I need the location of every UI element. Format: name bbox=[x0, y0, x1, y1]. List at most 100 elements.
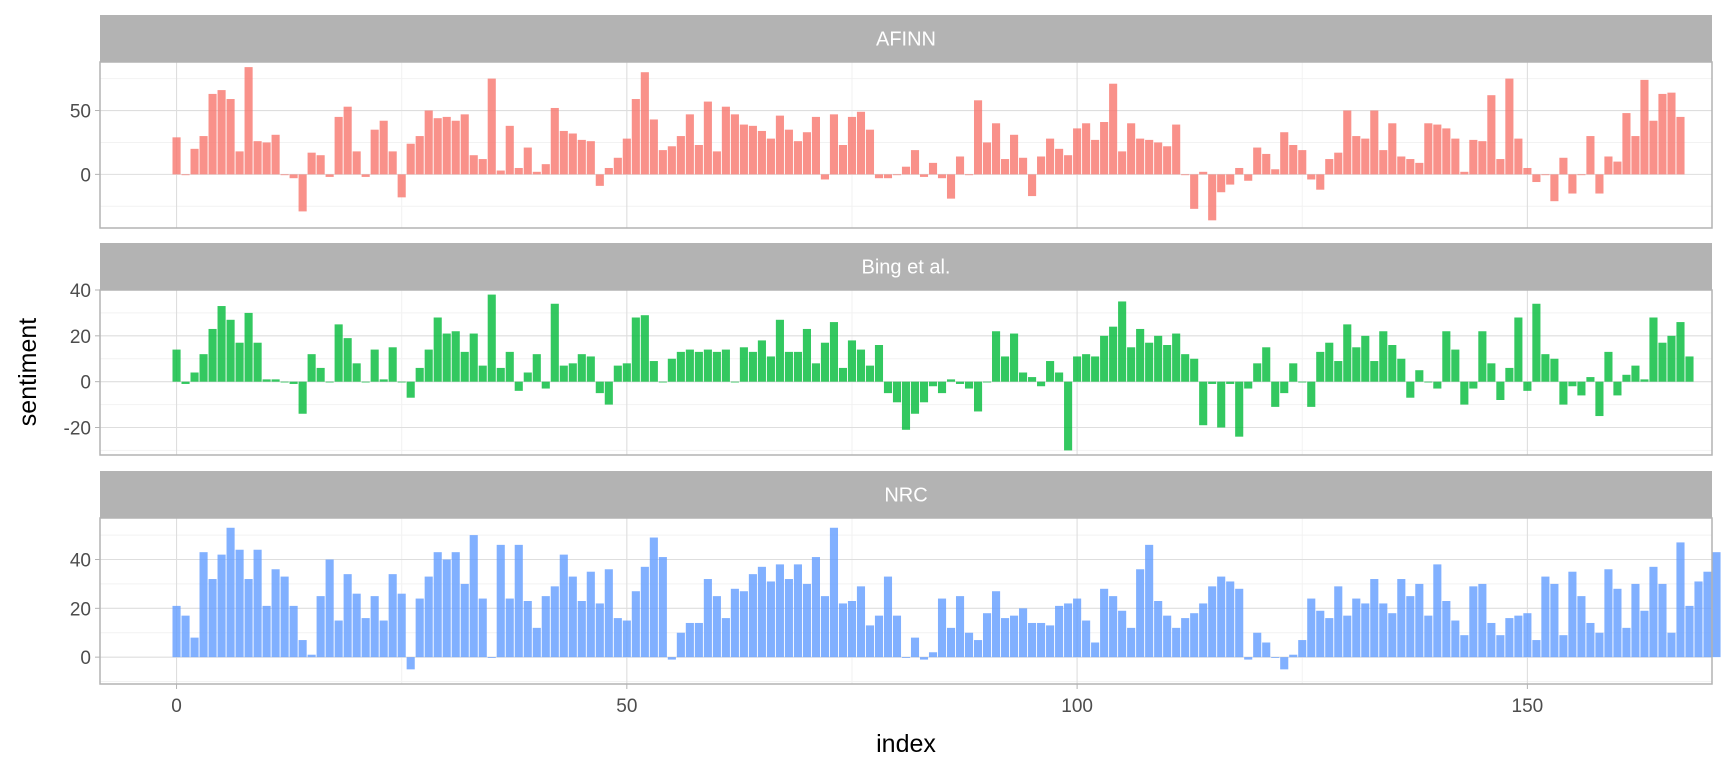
bar bbox=[1370, 579, 1379, 658]
bar bbox=[1397, 156, 1406, 175]
bar bbox=[712, 151, 721, 175]
bar bbox=[811, 116, 820, 175]
bar bbox=[748, 574, 757, 658]
bar bbox=[1496, 159, 1505, 175]
bar bbox=[208, 93, 217, 175]
bar bbox=[1550, 583, 1559, 658]
bar bbox=[784, 351, 793, 382]
bar bbox=[1415, 162, 1424, 175]
bar bbox=[703, 349, 712, 382]
bar bbox=[820, 596, 830, 658]
bar bbox=[442, 333, 451, 382]
bar bbox=[244, 312, 253, 382]
bar bbox=[946, 627, 956, 658]
bar bbox=[217, 306, 226, 382]
bar bbox=[829, 322, 839, 382]
bar bbox=[325, 559, 334, 658]
y-tick-label: 0 bbox=[80, 648, 91, 669]
bar bbox=[766, 356, 775, 382]
bar bbox=[1325, 618, 1334, 658]
bar bbox=[280, 174, 289, 176]
bar bbox=[865, 129, 875, 175]
bar bbox=[703, 579, 712, 658]
bar bbox=[1082, 354, 1091, 382]
bar bbox=[847, 340, 857, 382]
bar bbox=[964, 381, 974, 389]
bar bbox=[1091, 356, 1100, 382]
bar bbox=[1595, 632, 1604, 658]
bar bbox=[577, 601, 586, 658]
bar bbox=[451, 120, 460, 175]
bar bbox=[847, 116, 857, 175]
bar bbox=[910, 637, 920, 658]
bar bbox=[307, 654, 316, 658]
bar bbox=[1703, 571, 1712, 658]
bar bbox=[298, 174, 307, 212]
bar bbox=[874, 345, 884, 382]
bar bbox=[262, 379, 271, 382]
bar bbox=[1568, 381, 1577, 387]
bar bbox=[1073, 128, 1082, 175]
bar bbox=[1190, 174, 1199, 209]
bar bbox=[1361, 138, 1370, 175]
bar bbox=[343, 338, 352, 382]
bar bbox=[532, 354, 541, 382]
bar bbox=[856, 111, 866, 175]
bar bbox=[487, 78, 496, 175]
bar bbox=[1451, 349, 1460, 382]
bar bbox=[559, 130, 568, 175]
bar bbox=[992, 331, 1001, 382]
bar bbox=[379, 620, 388, 658]
bar bbox=[1289, 363, 1298, 382]
bar bbox=[181, 174, 190, 176]
bar bbox=[199, 354, 208, 382]
bar bbox=[1325, 159, 1334, 175]
bar bbox=[1217, 576, 1226, 658]
bar bbox=[1217, 174, 1226, 193]
bar bbox=[1001, 159, 1010, 175]
bar bbox=[1118, 610, 1127, 658]
bar bbox=[1505, 78, 1514, 175]
bar bbox=[1712, 552, 1721, 658]
bar bbox=[1415, 583, 1424, 658]
bar bbox=[1487, 363, 1496, 382]
bar bbox=[235, 549, 244, 658]
bar bbox=[1478, 331, 1487, 382]
bar bbox=[1667, 632, 1676, 658]
bar bbox=[838, 603, 848, 658]
bar bbox=[640, 566, 649, 658]
y-tick-label: 20 bbox=[70, 327, 91, 348]
bar bbox=[1442, 331, 1451, 382]
bar bbox=[397, 174, 406, 198]
bar bbox=[892, 174, 902, 176]
bar bbox=[496, 170, 505, 175]
bar bbox=[622, 363, 631, 382]
bar bbox=[388, 347, 397, 382]
y-tick-label: 50 bbox=[70, 102, 91, 123]
bar bbox=[631, 591, 640, 658]
bar bbox=[172, 605, 181, 658]
bar bbox=[712, 596, 721, 658]
bar bbox=[361, 174, 370, 177]
bar bbox=[523, 372, 532, 382]
bar bbox=[1262, 642, 1271, 658]
bar bbox=[1262, 347, 1271, 382]
bar bbox=[1352, 598, 1361, 658]
bar bbox=[496, 367, 505, 382]
bar bbox=[622, 138, 631, 175]
bar bbox=[1379, 603, 1388, 658]
bar bbox=[424, 576, 433, 658]
bar bbox=[550, 586, 559, 658]
bar bbox=[1649, 317, 1658, 382]
bar bbox=[1496, 635, 1505, 658]
bar bbox=[1388, 613, 1397, 658]
bar bbox=[1253, 632, 1262, 658]
bar bbox=[505, 598, 514, 658]
bar bbox=[910, 150, 920, 175]
bar bbox=[586, 356, 595, 382]
bar bbox=[1208, 174, 1217, 221]
bar bbox=[1190, 613, 1199, 658]
bar bbox=[280, 381, 289, 383]
bar bbox=[676, 136, 685, 175]
